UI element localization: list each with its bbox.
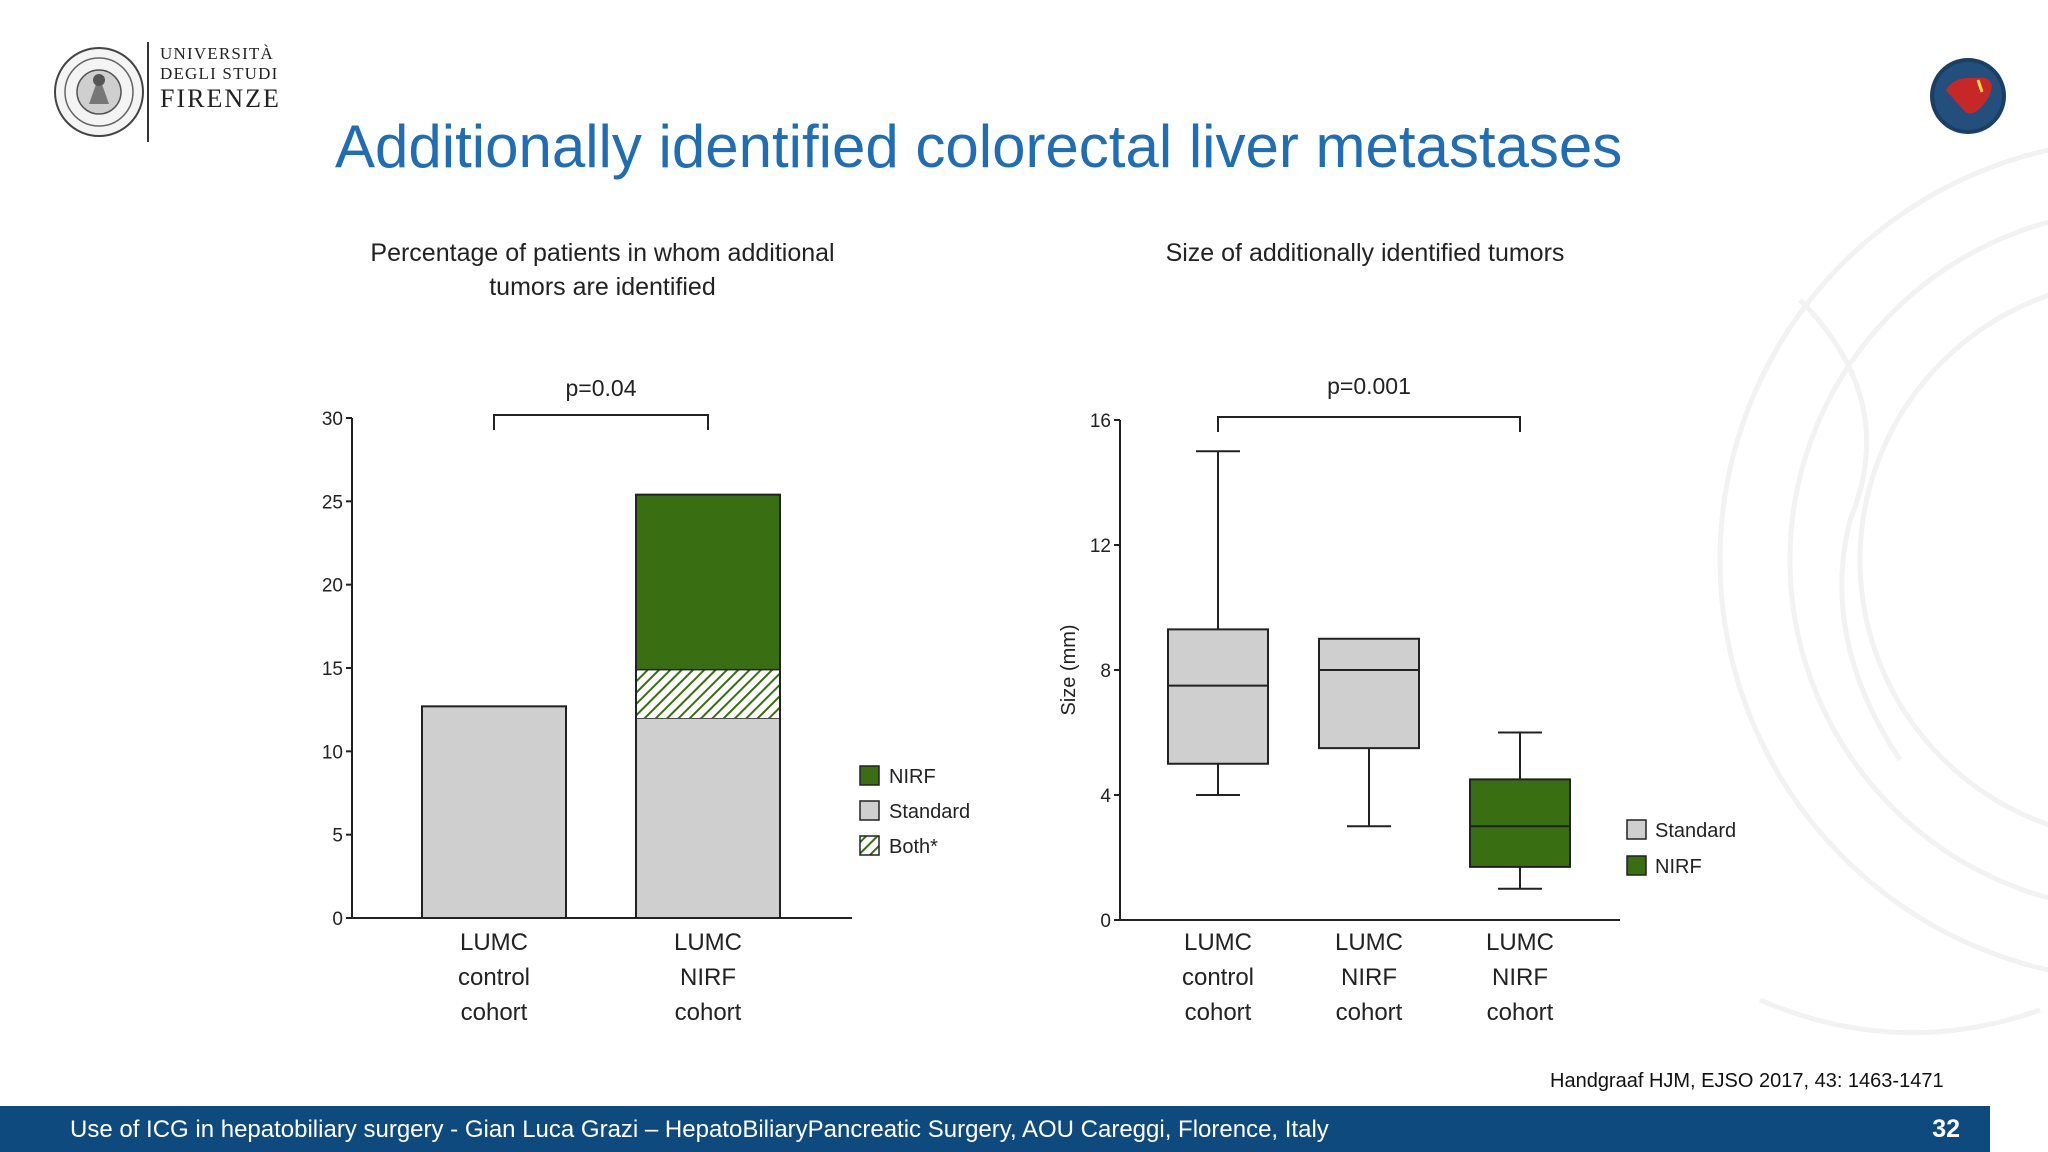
significance-bracket <box>493 414 709 430</box>
x-tick-label: NIRF <box>1341 964 1397 991</box>
box <box>1167 628 1269 765</box>
y-tick-label: 10 <box>322 742 343 763</box>
x-tick-label: LUMC <box>460 929 528 956</box>
x-tick-label: cohort <box>1185 999 1252 1026</box>
legend-label: Standard <box>1655 820 1736 842</box>
footer-bar: Use of ICG in hepatobiliary surgery - Gi… <box>0 1106 1990 1152</box>
box <box>1318 637 1420 750</box>
university-seal-logo <box>54 47 144 137</box>
legend-swatch <box>859 800 880 821</box>
bar-chart: 0 5 10 15 20 25 30 LUMC control cohort LUMC NIRF coh… <box>322 375 970 1026</box>
x-tick-label: LUMC <box>1335 929 1403 956</box>
legend-label: NIRF <box>1655 856 1702 878</box>
legend-swatch <box>1626 855 1647 876</box>
y-tick-label: 5 <box>332 826 343 847</box>
x-tick-label: cohort <box>675 999 742 1026</box>
y-tick-label: 20 <box>322 576 343 597</box>
university-name: UNIVERSITÀ DEGLI STUDI FIRENZE <box>160 44 281 114</box>
logo-divider <box>147 42 149 142</box>
x-tick-label: LUMC <box>674 929 742 956</box>
citation: Handgraaf HJM, EJSO 2017, 43: 1463-1471 <box>1550 1070 1944 1092</box>
y-tick-label: 4 <box>1100 786 1111 807</box>
y-tick-label: 8 <box>1100 661 1111 682</box>
bar-segment-standard <box>635 717 781 919</box>
y-tick-label: 25 <box>322 492 343 513</box>
legend-label: Standard <box>889 801 970 823</box>
x-tick-label: cohort <box>1336 999 1403 1026</box>
x-tick-label: LUMC <box>1486 929 1554 956</box>
x-tick-label: NIRF <box>680 964 736 991</box>
x-tick-label: cohort <box>461 999 528 1026</box>
x-tick-label: LUMC <box>1184 929 1252 956</box>
y-tick-label: 12 <box>1090 536 1111 557</box>
significance-bracket <box>1217 416 1521 432</box>
box <box>1469 778 1571 868</box>
bar-outline <box>421 705 567 920</box>
p-value-annotation: p=0.04 <box>566 375 637 401</box>
slide-title: Additionally identified colorectal liver… <box>335 113 1623 180</box>
x-tick-label: NIRF <box>1492 964 1548 991</box>
bar-segment-nirf <box>635 493 781 671</box>
legend-swatch <box>859 765 880 786</box>
y-tick-label: 15 <box>322 659 343 680</box>
legend-label: NIRF <box>889 766 936 788</box>
x-tick-label: control <box>458 964 530 991</box>
y-axis-label: Size (mm) <box>1058 624 1080 715</box>
box-chart-title: Size of additionally identified tumors <box>1165 239 1565 267</box>
x-tick-label: cohort <box>1487 999 1554 1026</box>
bar-outline <box>635 493 781 920</box>
y-tick-label: 30 <box>322 409 343 430</box>
university-line-1: UNIVERSITÀ <box>160 44 274 63</box>
footer-text: Use of ICG in hepatobiliary surgery - Gi… <box>70 1116 1329 1143</box>
page-number: 32 <box>1932 1115 1960 1143</box>
bar-chart-title: Percentage of patients in whom additiona… <box>370 239 835 301</box>
y-tick-label: 16 <box>1090 411 1111 432</box>
university-line-2: DEGLI STUDI <box>160 64 279 83</box>
legend-label: Both* <box>889 836 938 858</box>
box-chart: 0 4 8 12 16 Size (mm) LUMC control cohort LUMC NIR… <box>1058 373 1736 1026</box>
p-value-annotation: p=0.001 <box>1327 373 1411 399</box>
bar-segment-both <box>636 669 780 718</box>
y-tick-label: 0 <box>1100 911 1111 932</box>
liver-icon <box>1930 58 2006 134</box>
bar-segment-standard <box>421 705 567 919</box>
y-tick-label: 0 <box>332 909 343 930</box>
university-line-3: FIRENZE <box>160 84 281 113</box>
legend-swatch <box>859 835 880 856</box>
x-tick-label: control <box>1182 964 1254 991</box>
legend-swatch <box>1626 819 1647 840</box>
